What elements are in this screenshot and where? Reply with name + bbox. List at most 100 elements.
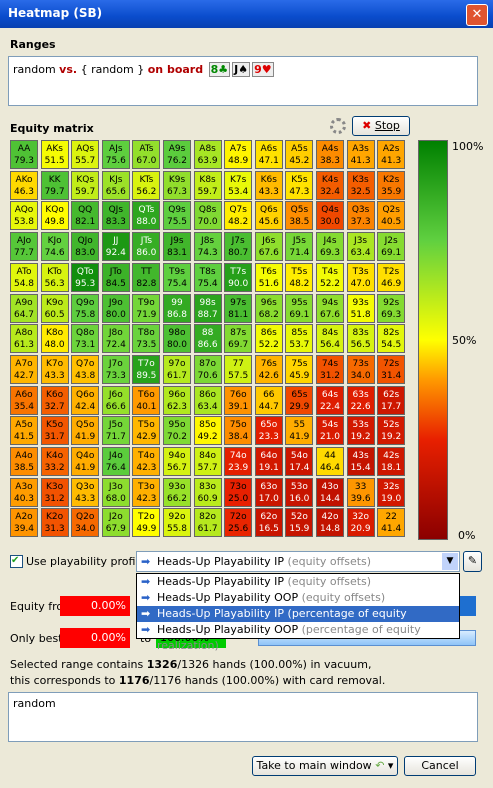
hand-label: QTo	[76, 266, 94, 277]
hand-cell: Q3s 37.3	[346, 201, 375, 231]
hand-label: K8o	[46, 328, 64, 339]
best-input[interactable]: 0.00%	[60, 628, 130, 648]
hand-equity: 43.3	[75, 493, 96, 504]
hand-label: A7s	[229, 144, 247, 154]
hand-label: 87o	[199, 358, 217, 369]
hand-cell: 96s 68.2	[254, 293, 283, 323]
dropdown-option[interactable]: ➡ Heads-Up Playability IP (equity offsets…	[137, 574, 459, 590]
hand-label: T2s	[383, 266, 400, 277]
hand-equity: 64.7	[13, 309, 35, 320]
hand-label: 65s	[291, 389, 308, 400]
slider[interactable]	[460, 596, 476, 616]
hand-label: AJs	[109, 144, 123, 154]
hand-equity: 54.8	[13, 278, 35, 289]
hand-equity: 68.2	[258, 309, 279, 320]
hand-label: 93s	[352, 297, 369, 308]
hand-cell: A3s 41.3	[346, 140, 375, 169]
playability-label: Use playability profile:	[26, 555, 149, 568]
hand-label: A8s	[199, 144, 216, 154]
hand-equity: 75.6	[105, 156, 126, 166]
dropdown-option[interactable]: ➡ Heads-Up Playability OOP (equity offset…	[137, 590, 459, 606]
hand-label: 86o	[199, 389, 217, 400]
hand-equity: 75.4	[166, 278, 188, 289]
cancel-button[interactable]: Cancel	[404, 756, 476, 776]
card: 8♣	[208, 62, 231, 77]
hand-label: J5o	[108, 420, 123, 431]
hand-label: QJs	[108, 205, 124, 216]
hand-equity: 81.1	[228, 309, 249, 320]
hand-label: T5o	[138, 420, 155, 431]
hand-cell: J3s 63.4	[346, 232, 375, 262]
hand-cell: Q5s 38.5	[285, 201, 314, 231]
hand-cell: Q3o 43.3	[71, 477, 100, 507]
hand-label: 72s	[383, 358, 400, 369]
hand-equity: 43.8	[75, 370, 96, 381]
hand-label: 54o	[290, 451, 308, 461]
hand-label: 82o	[199, 512, 217, 523]
playability-dropdown[interactable]: ➡ Heads-Up Playability IP (equity offset…	[136, 551, 460, 572]
hand-equity: 67.9	[105, 524, 126, 535]
hand-label: 99	[171, 297, 183, 308]
hand-equity: 73.3	[105, 370, 126, 381]
summary-text: this corresponds to	[10, 674, 119, 687]
hand-cell: 74s 31.2	[316, 354, 344, 384]
hand-cell: QTs 88.0	[132, 201, 161, 231]
hand-cell: 98s 88.7	[193, 293, 222, 323]
hand-label: K9s	[168, 174, 186, 185]
edit-button[interactable]: ✎	[463, 551, 482, 572]
hand-cell: Q7s 48.2	[224, 201, 253, 231]
hand-equity: 83.3	[105, 217, 126, 228]
dropdown-option[interactable]: ➡ Heads-Up Playability OOP (percentage of…	[137, 622, 459, 652]
hand-equity: 22.6	[350, 401, 371, 412]
hand-label: 95s	[291, 297, 308, 308]
hand-equity: 35.4	[13, 401, 35, 412]
hand-label: J2s	[384, 236, 398, 247]
stop-button[interactable]: ✖ Stop	[352, 116, 410, 136]
hand-label: T6o	[138, 389, 155, 400]
hand-label: 85o	[199, 420, 217, 431]
hand-label: A8o	[15, 328, 33, 339]
from-input[interactable]: 0.00%	[60, 596, 130, 616]
summary-text: /1176 hands (100.00%) with card removal.	[149, 674, 386, 687]
summary-count: 1326	[146, 658, 178, 671]
hand-label: Q5s	[290, 205, 309, 216]
hand-cell: A4s 38.3	[316, 140, 344, 169]
hand-cell: K2o 31.3	[40, 508, 69, 538]
hand-label: 73o	[229, 481, 247, 492]
hand-equity: 46.9	[381, 278, 402, 289]
hand-equity: 82.8	[136, 278, 157, 289]
hand-equity: 95.3	[75, 278, 96, 289]
close-button[interactable]: ✕	[466, 4, 488, 26]
hand-cell: KJs 65.6	[101, 170, 130, 200]
checkbox[interactable]: ✔	[10, 555, 23, 568]
hand-equity: 34.0	[75, 524, 96, 535]
hand-cell: AA 79.3	[10, 140, 38, 169]
hand-equity: 51.8	[350, 309, 371, 320]
hand-cell: 44 46.4	[316, 447, 344, 476]
hand-cell: 83o 60.9	[193, 477, 222, 507]
hand-cell: 33 39.6	[346, 477, 375, 507]
hand-label: A4s	[321, 144, 339, 154]
hand-equity: 69.7	[228, 340, 249, 351]
hand-equity: 86.6	[197, 340, 218, 351]
hand-equity: 23.9	[228, 463, 249, 473]
hand-equity: 69.3	[381, 309, 402, 320]
hand-equity: 70.6	[197, 370, 218, 381]
hand-equity: 37.3	[350, 217, 371, 228]
hand-label: 32s	[383, 481, 400, 492]
main-window-button[interactable]: Take to main window ↶ ▾	[252, 756, 398, 776]
hand-label: A3o	[15, 481, 33, 492]
hand-cell: AKs 51.5	[40, 140, 69, 169]
hand-cell: 94s 67.6	[316, 293, 344, 323]
hand-cell: 87o 70.6	[193, 354, 222, 384]
dropdown-option[interactable]: ➡ Heads-Up Playability IP (percentage of …	[137, 606, 459, 636]
hand-label: 53s	[352, 420, 369, 431]
hand-cell: 32o 20.9	[346, 508, 375, 538]
hand-equity: 80.7	[228, 248, 249, 259]
hand-cell: 63s 22.6	[346, 385, 375, 415]
hand-equity: 92.4	[105, 248, 126, 259]
hand-equity: 71.7	[105, 432, 126, 443]
hand-cell: A3o 40.3	[10, 477, 38, 507]
hand-equity: 32.7	[44, 401, 65, 412]
hand-cell: 76s 42.6	[254, 354, 283, 384]
